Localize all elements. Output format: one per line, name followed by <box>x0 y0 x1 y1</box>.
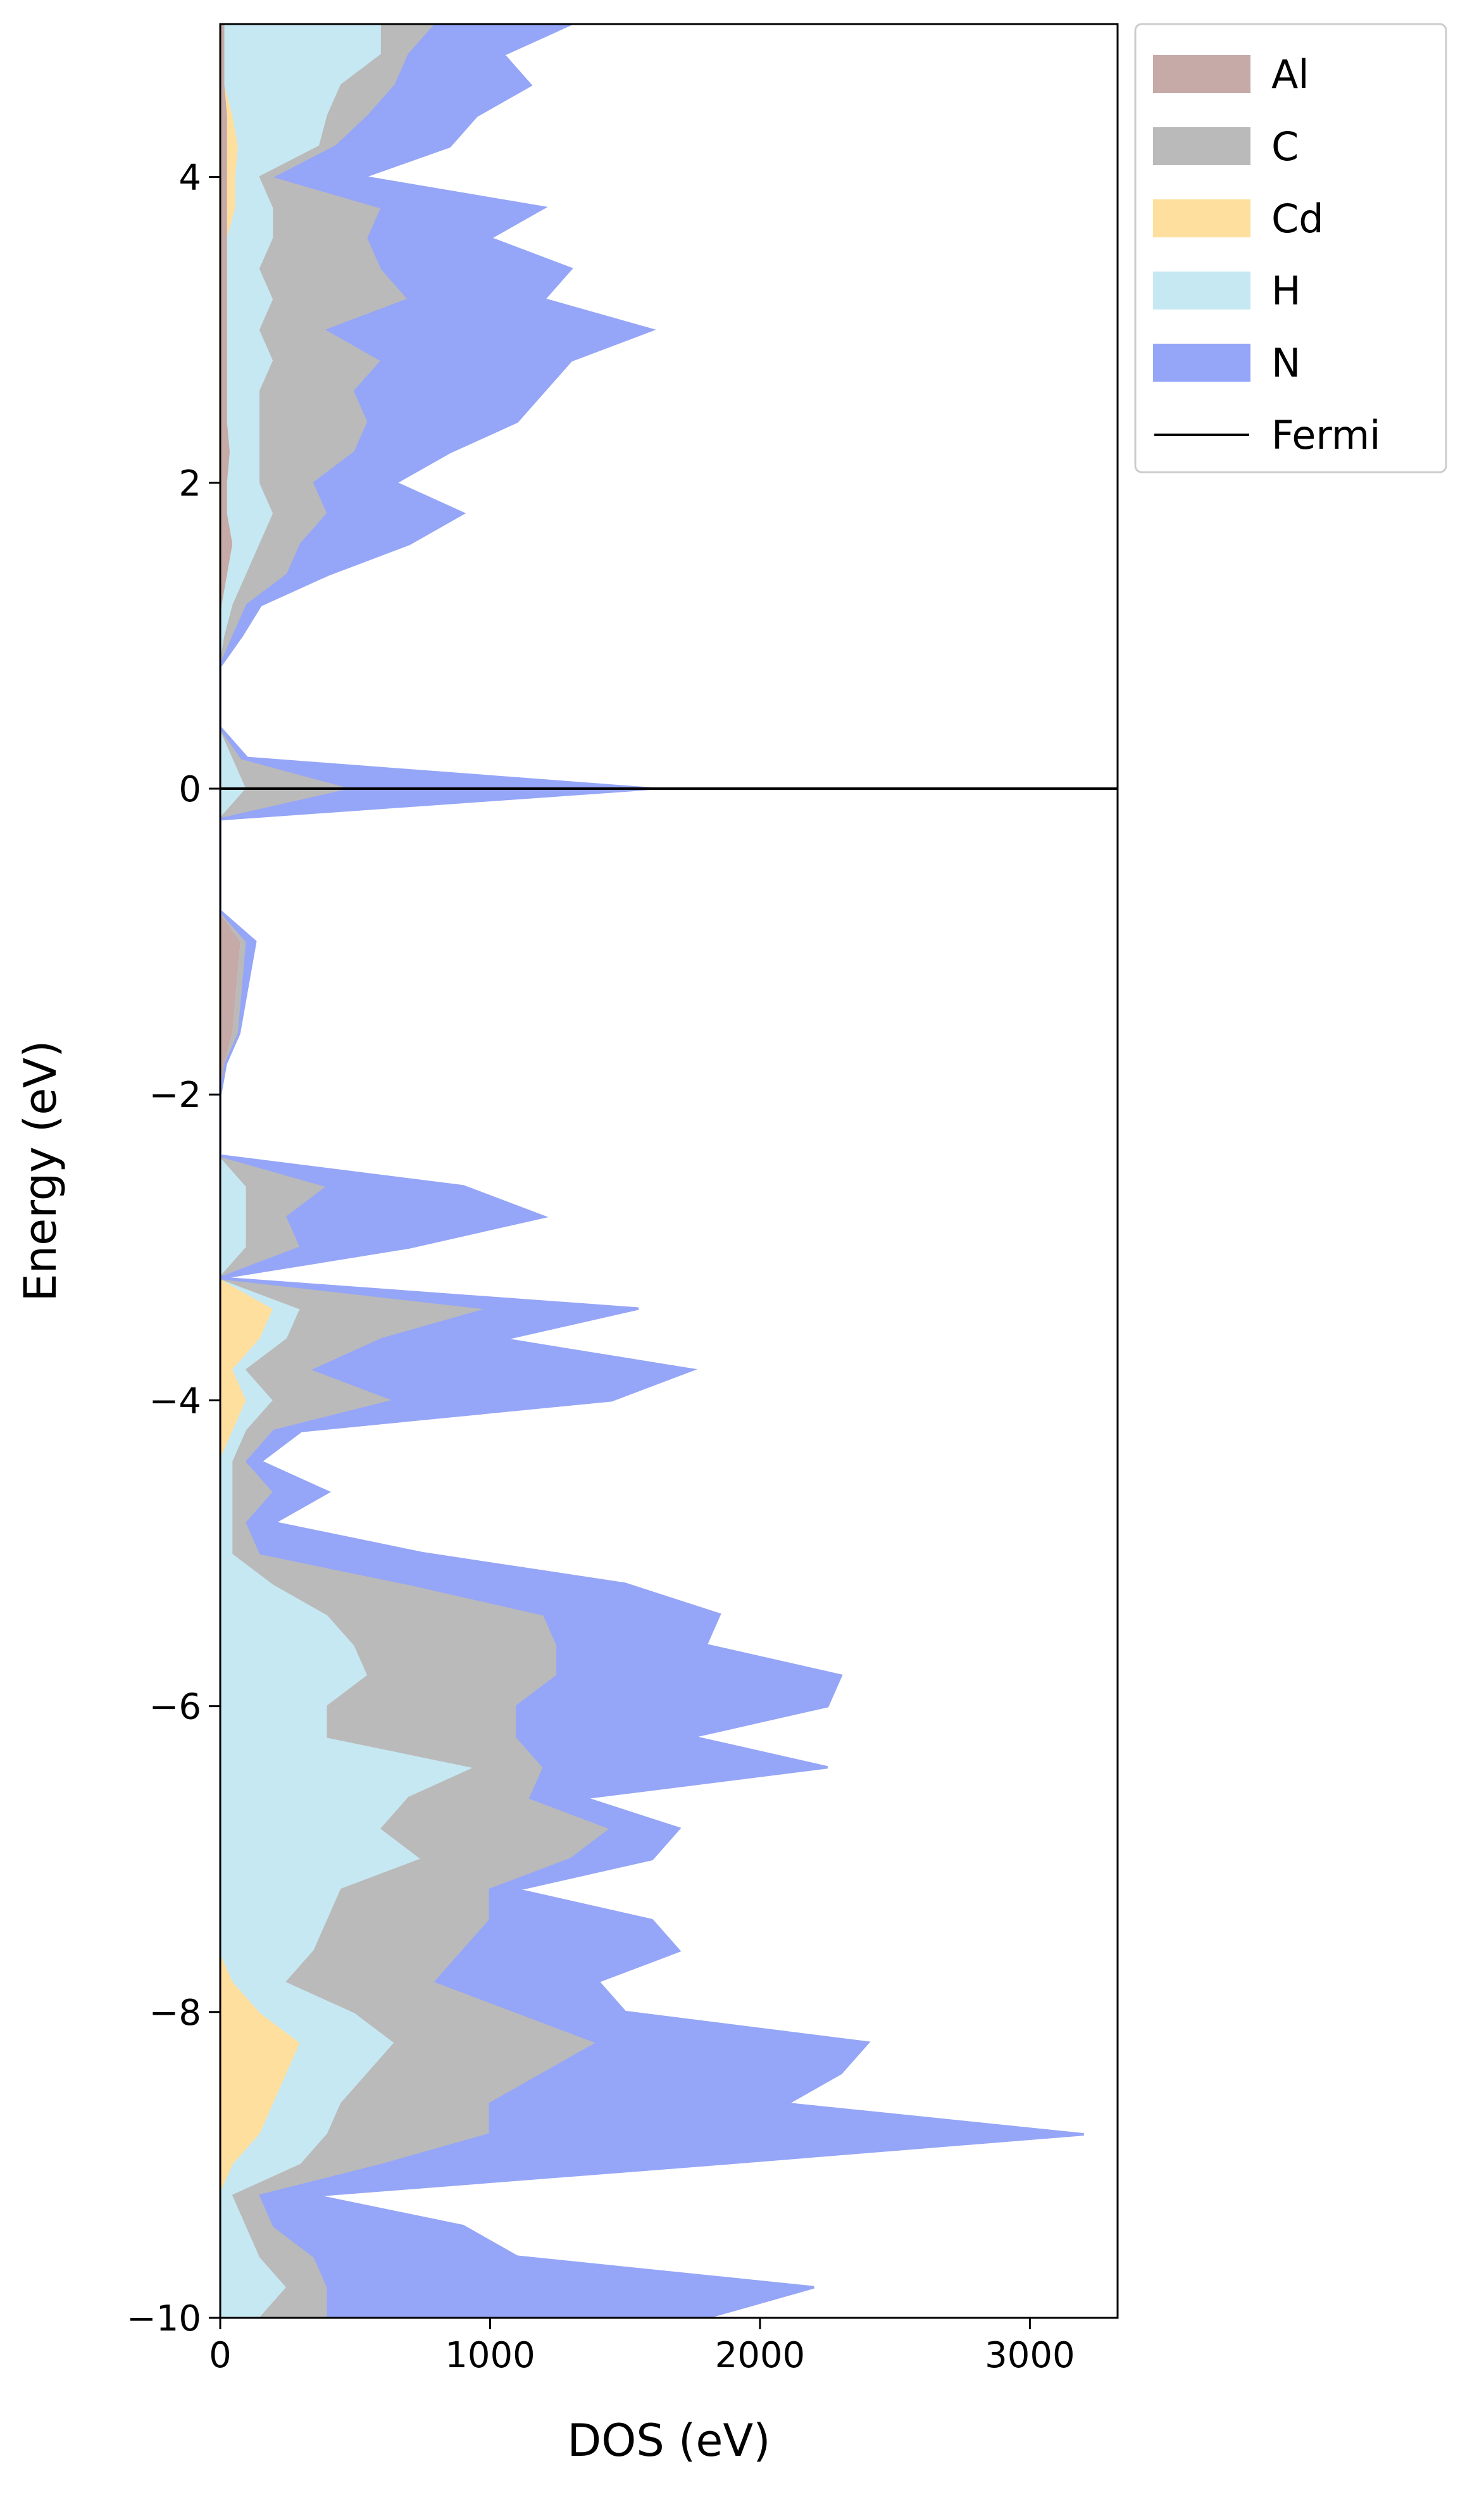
y-tick-label: −2 <box>149 1075 201 1116</box>
legend-label: Al <box>1271 51 1309 97</box>
legend-swatch <box>1153 127 1250 165</box>
y-tick-label: −10 <box>127 2298 201 2339</box>
legend-swatch <box>1153 344 1250 382</box>
y-tick-label: −6 <box>149 1687 201 1728</box>
legend-label: C <box>1271 123 1299 170</box>
legend-label: N <box>1271 340 1300 386</box>
legend: Al C Cd HN Fermi <box>1134 23 1447 473</box>
x-tick-label: 3000 <box>985 2335 1075 2376</box>
legend-swatch <box>1153 199 1250 237</box>
x-axis-label: DOS (eV) <box>567 2415 770 2467</box>
y-tick-label: −4 <box>149 1380 201 1422</box>
y-tick-label: 4 <box>178 158 201 199</box>
legend-swatch <box>1153 55 1250 93</box>
legend-label: Cd <box>1271 196 1324 242</box>
dos-area <box>220 24 244 2318</box>
dos-area <box>220 24 1084 2318</box>
plot-area <box>220 24 1084 2318</box>
y-tick-label: −8 <box>149 1993 201 2034</box>
x-tick-label: 0 <box>209 2335 232 2376</box>
y-tick-label: 0 <box>178 769 201 810</box>
y-axis-label: Energy (eV) <box>15 1041 66 1302</box>
x-tick-label: 2000 <box>715 2335 806 2376</box>
legend-swatch <box>1153 272 1250 310</box>
legend-label: Fermi <box>1271 412 1380 458</box>
dos-area <box>220 24 303 2318</box>
legend-label: H <box>1271 268 1301 314</box>
axes-frame <box>219 23 1119 2319</box>
y-tick-label: 2 <box>178 463 201 504</box>
x-tick-label: 1000 <box>445 2335 535 2376</box>
